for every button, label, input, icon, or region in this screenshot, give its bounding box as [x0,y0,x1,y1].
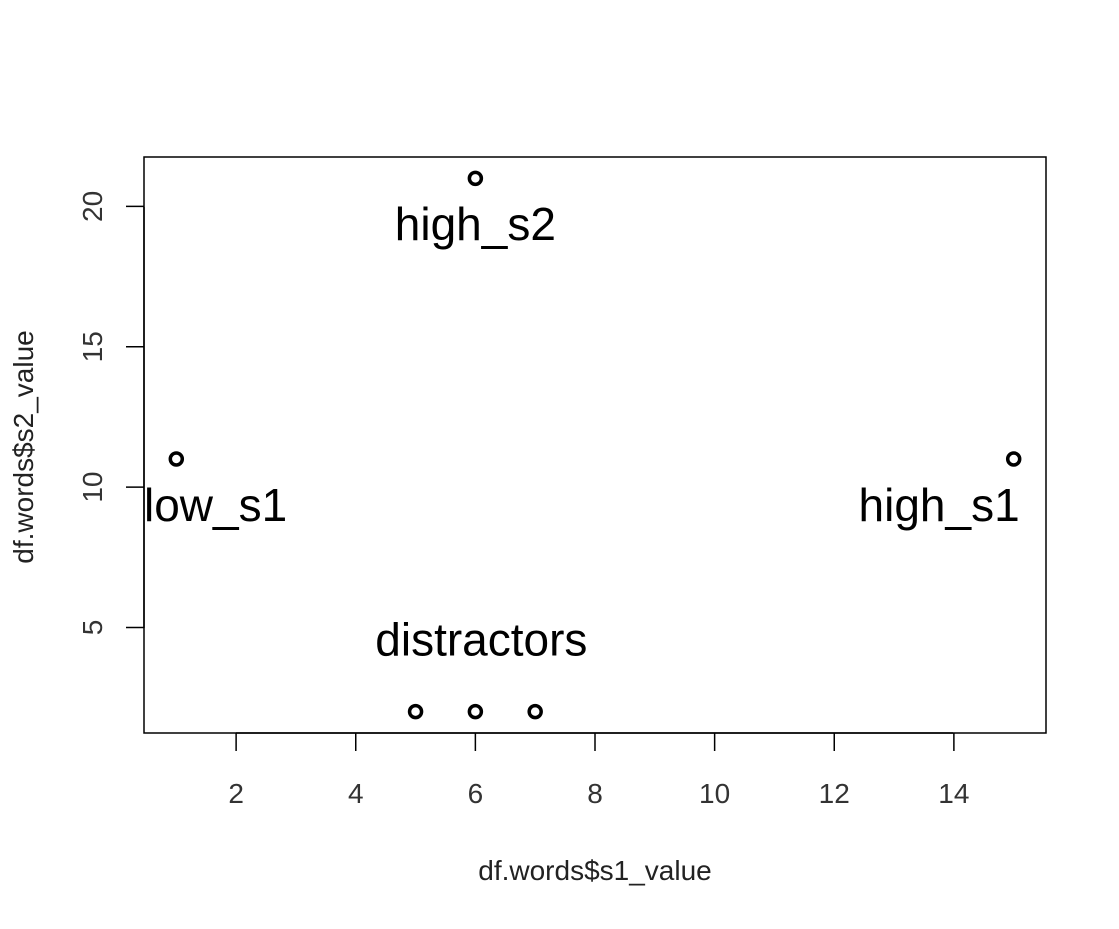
y-tick-label: 20 [77,191,108,222]
x-tick-label: 8 [587,778,603,809]
data-point [467,703,484,720]
x-tick-label: 6 [468,778,484,809]
x-tick-label: 12 [819,778,850,809]
y-axis-ticks: 5 10 15 20 [77,191,144,635]
data-point [1005,451,1022,467]
point-annotations: high_s2 low_s1 high_s1 distractors [144,198,1020,665]
y-tick-label: 10 [77,472,108,503]
point-annotation: low_s1 [144,479,287,531]
y-axis-title: df.words$s2_value [8,330,39,563]
y-tick-label: 5 [77,620,108,636]
data-points [168,170,1022,720]
x-tick-label: 4 [348,778,364,809]
x-axis-ticks: 2 4 6 8 10 12 14 [228,733,969,809]
x-axis-title: df.words$s1_value [478,855,711,886]
plot-frame [143,156,1047,734]
x-tick-label: 2 [228,778,244,809]
data-point [407,703,424,720]
x-tick-label: 10 [699,778,730,809]
data-point [467,170,484,187]
y-tick-label: 15 [77,331,108,362]
x-tick-label: 14 [938,778,969,809]
point-annotation: high_s1 [859,479,1020,531]
point-annotation: high_s2 [395,198,556,250]
data-point [527,703,543,720]
data-point [168,451,185,467]
point-annotation: distractors [375,614,587,666]
